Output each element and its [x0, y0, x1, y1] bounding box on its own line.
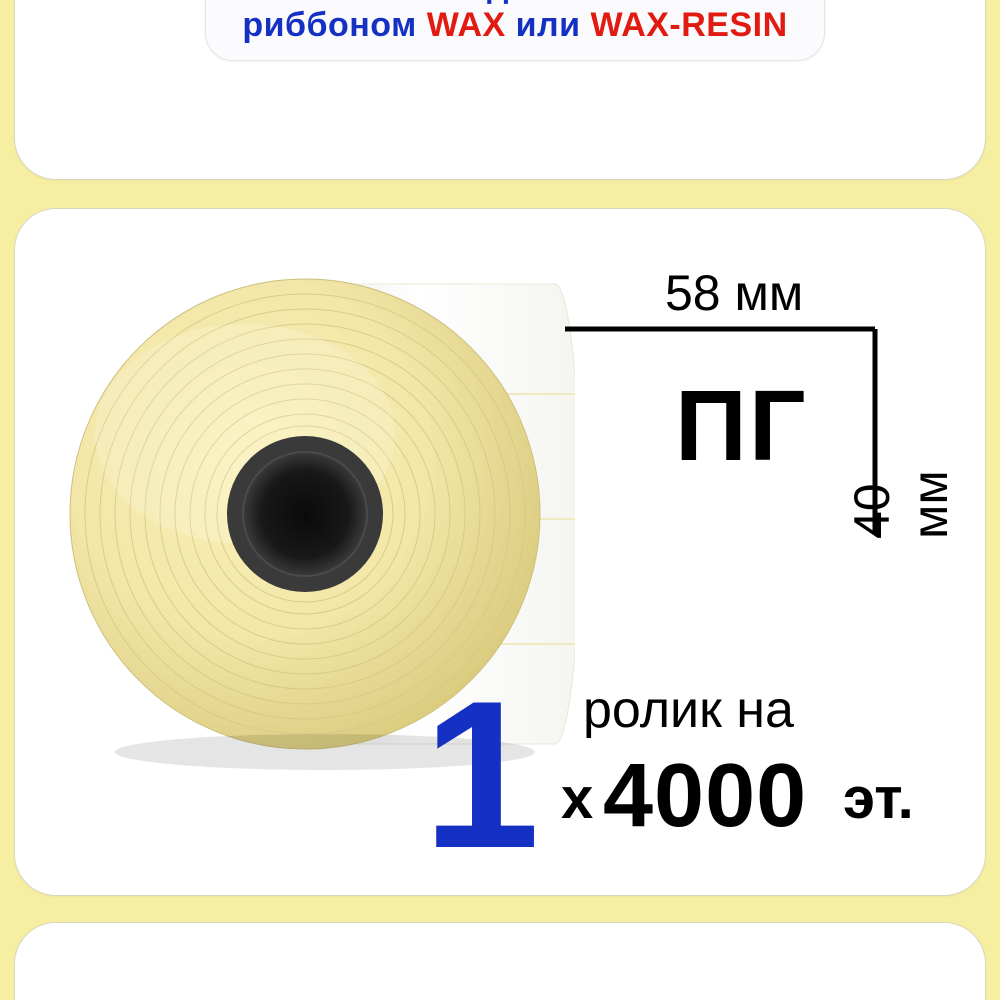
- label-type-code: ПГ: [675, 369, 808, 484]
- product-infographic: Этикетки для печати с риббоном WAX или W…: [0, 0, 1000, 1000]
- multiply-symbol: х: [561, 765, 593, 832]
- height-dimension: 40 мм: [843, 459, 959, 539]
- info-wax-resin: WAX-RESIN: [590, 6, 787, 44]
- width-dimension: 58 мм: [665, 264, 803, 322]
- rolls-number: 1: [423, 670, 540, 880]
- info-prefix: риббоном: [242, 6, 426, 44]
- et-suffix: эт.: [843, 765, 914, 832]
- label-panel-top: Этикетки для печати с риббоном WAX или W…: [14, 0, 986, 180]
- ribbon-info-pill: Этикетки для печати с риббоном WAX или W…: [205, 0, 825, 61]
- dimension-diagram: 58 мм 40 мм ПГ: [545, 259, 945, 539]
- info-line-2: риббоном WAX или WAX-RESIN: [242, 6, 787, 45]
- info-or: или: [506, 6, 591, 44]
- label-panel-main: 58 мм 40 мм ПГ 1 ролик на х 4000 эт.: [14, 208, 986, 896]
- info-wax: WAX: [427, 6, 506, 44]
- quantity-block: 1 ролик на х 4000 эт.: [423, 650, 953, 870]
- labels-count: 4000: [603, 745, 807, 848]
- rolik-na-label: ролик на: [583, 680, 794, 740]
- label-panel-bottom: [14, 922, 986, 1000]
